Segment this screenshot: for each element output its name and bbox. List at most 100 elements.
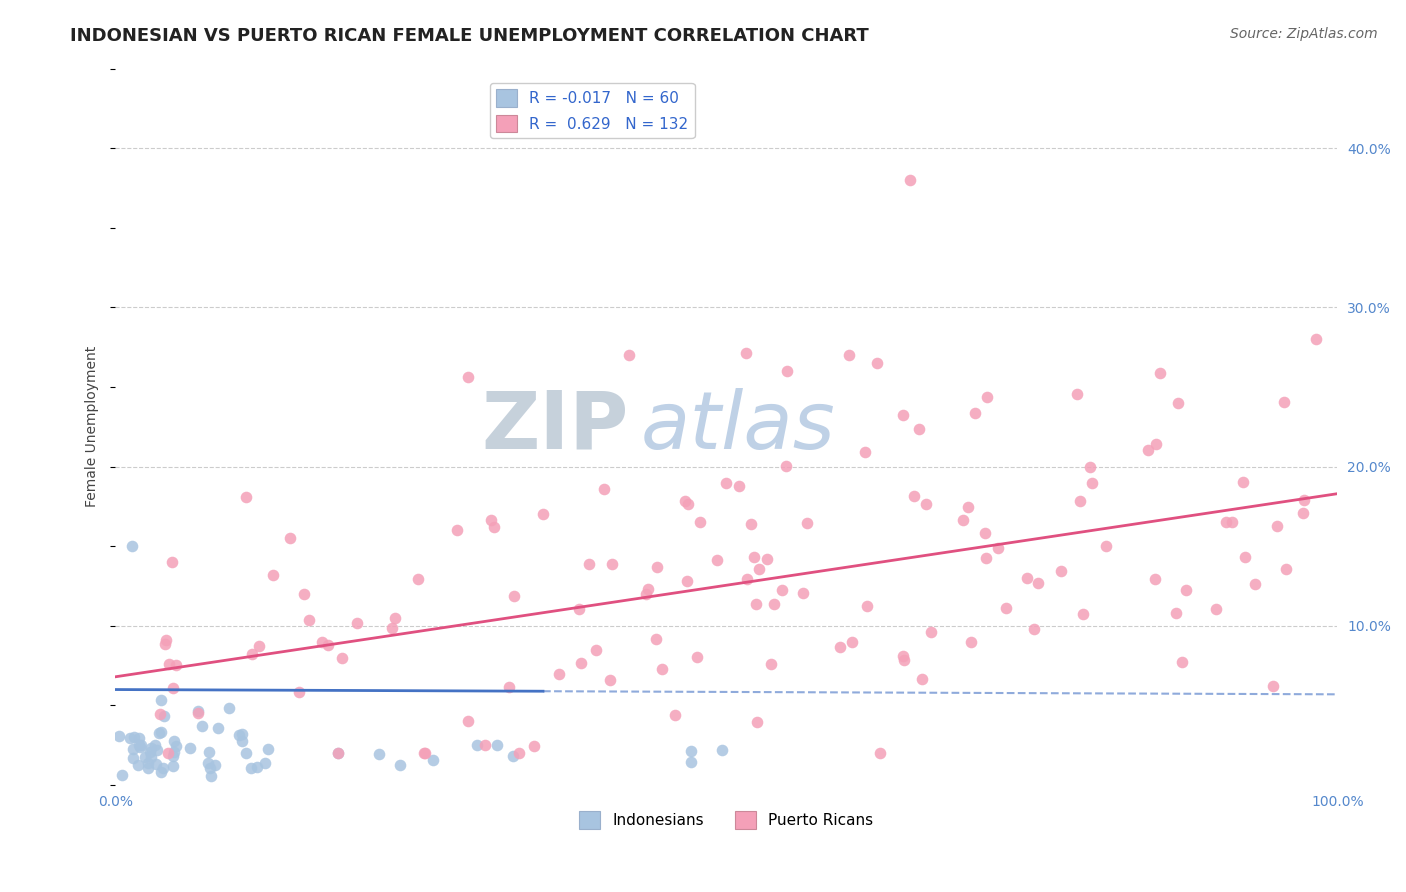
Point (1166, 607, 1188, 621)
Point (111, 768, 134, 782)
Point (710, 742, 733, 756)
Point (163, 734, 186, 748)
Point (1049, 565, 1071, 579)
Point (207, 721, 229, 735)
Point (162, 759, 184, 773)
Point (228, 728, 250, 742)
Point (162, 681, 184, 695)
Point (740, 516, 762, 531)
Point (634, 587, 657, 601)
Point (686, 650, 709, 665)
Point (122, 730, 145, 744)
Point (734, 346, 756, 360)
Point (911, 672, 934, 686)
Point (908, 422, 931, 436)
Point (770, 582, 793, 597)
Point (502, 749, 524, 764)
Point (139, 745, 162, 759)
Point (869, 746, 891, 760)
Point (294, 587, 316, 601)
Point (716, 475, 738, 490)
Point (1081, 476, 1104, 491)
Point (1272, 395, 1295, 409)
Point (326, 746, 349, 760)
Point (187, 706, 209, 721)
Point (1069, 494, 1091, 508)
Point (830, 640, 852, 654)
Point (645, 632, 668, 646)
Point (898, 173, 921, 187)
Point (346, 615, 368, 630)
Point (578, 558, 600, 572)
Point (149, 725, 172, 739)
Point (792, 586, 814, 600)
Point (235, 746, 257, 760)
Point (1071, 607, 1094, 621)
Point (756, 552, 779, 566)
Point (891, 408, 914, 422)
Point (1233, 549, 1256, 564)
Point (187, 705, 209, 719)
Point (775, 458, 797, 473)
Point (1026, 575, 1049, 590)
Point (316, 638, 339, 652)
Point (727, 479, 749, 493)
Point (235, 490, 257, 504)
Point (1080, 459, 1102, 474)
Point (231, 726, 253, 740)
Point (288, 685, 311, 699)
Point (1022, 622, 1045, 636)
Point (121, 539, 143, 553)
Point (1015, 571, 1038, 585)
Point (381, 621, 404, 635)
Point (152, 761, 174, 775)
Point (742, 549, 765, 564)
Point (761, 657, 783, 672)
Point (163, 745, 186, 759)
Point (465, 738, 488, 752)
Point (891, 649, 914, 664)
Point (136, 756, 159, 770)
Point (1144, 437, 1167, 451)
Point (148, 726, 170, 740)
Point (204, 757, 226, 772)
Point (498, 680, 520, 694)
Text: ZIP: ZIP (481, 388, 628, 466)
Point (689, 515, 711, 529)
Point (384, 611, 406, 625)
Point (162, 749, 184, 764)
Point (128, 731, 150, 745)
Point (745, 597, 768, 611)
Point (298, 613, 321, 627)
Y-axis label: Female Unemployment: Female Unemployment (86, 346, 100, 508)
Point (231, 733, 253, 747)
Point (508, 746, 530, 760)
Point (1291, 506, 1313, 520)
Point (956, 500, 979, 514)
Point (747, 715, 769, 730)
Point (1166, 395, 1188, 409)
Point (748, 562, 770, 576)
Point (150, 765, 173, 780)
Point (796, 516, 818, 530)
Point (1215, 515, 1237, 529)
Text: atlas: atlas (641, 388, 835, 466)
Point (568, 602, 591, 616)
Point (776, 364, 799, 378)
Point (1305, 333, 1327, 347)
Point (122, 741, 145, 756)
Point (200, 769, 222, 783)
Point (1244, 577, 1267, 591)
Point (987, 541, 1010, 555)
Point (150, 692, 173, 706)
Point (474, 739, 496, 753)
Point (676, 497, 699, 511)
Point (218, 701, 240, 715)
Point (262, 568, 284, 582)
Point (149, 707, 172, 722)
Point (853, 445, 876, 459)
Point (592, 482, 614, 496)
Point (637, 582, 659, 596)
Point (166, 658, 188, 673)
Point (1095, 539, 1118, 553)
